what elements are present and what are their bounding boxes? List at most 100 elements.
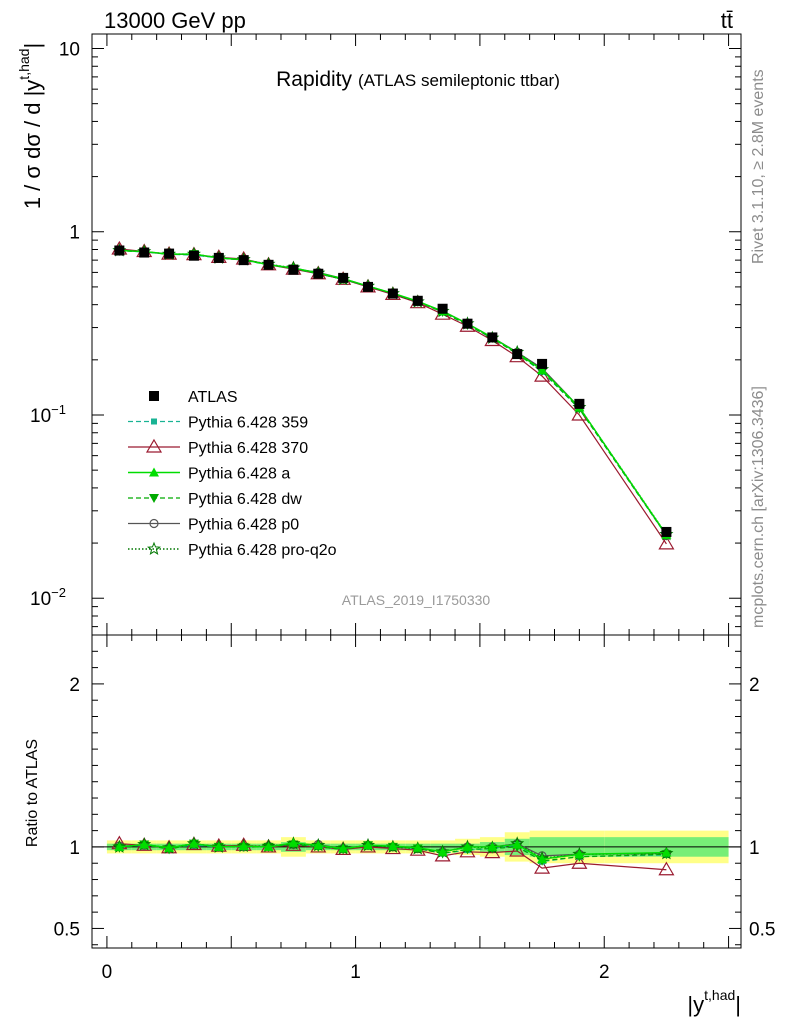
- legend-label-pp0: Pythia 6.428 p0: [188, 517, 299, 534]
- rivet-label: Rivet 3.1.10, ≥ 2.8M events: [750, 69, 767, 264]
- x-axis-label-main: |y: [687, 992, 704, 1017]
- ratio-point-pa: [363, 840, 374, 850]
- y-tick-label: 1: [69, 223, 80, 244]
- ratio-y-tick-label-right: 1: [749, 838, 760, 859]
- mcplots-label: mcplots.cern.ch [arXiv:1306.3436]: [750, 386, 767, 628]
- ratio-y-tick-label-left: 0.5: [54, 919, 80, 940]
- ratio-point-pa: [238, 841, 249, 851]
- main-ylabel-end: |: [20, 43, 45, 49]
- ratio-y-tick-label-left: 1: [69, 838, 80, 859]
- point-atlas: [574, 398, 585, 409]
- legend-marker-p370: [145, 438, 163, 453]
- ratio-point-pa: [387, 841, 398, 851]
- ratio-point-pa: [487, 841, 498, 851]
- ratio-xlabel: |yt,had|: [687, 987, 741, 1017]
- point-atlas: [487, 332, 498, 343]
- ratio-ylabel: Ratio to ATLAS: [24, 739, 41, 847]
- point-atlas: [164, 248, 175, 259]
- chart-subtitle: (ATLAS semileptonic ttbar): [358, 71, 560, 90]
- legend-marker-p359: [151, 418, 157, 425]
- ratio-point-pa: [574, 849, 585, 859]
- point-atlas: [462, 318, 473, 329]
- chart-title: Rapidity: [276, 68, 352, 91]
- main-panel-axes: 10−2 10−1 1 10: [30, 34, 741, 635]
- energy-label: 13000 GeV pp: [104, 8, 246, 33]
- point-atlas: [387, 288, 398, 299]
- legend-label-pdw: Pythia 6.428 dw: [188, 491, 302, 508]
- ratio-line-pa: [119, 842, 667, 860]
- main-ylabel-text: 1 / σ dσ / d |yt,had|: [16, 43, 45, 209]
- x-tick-label: 1: [350, 962, 361, 983]
- legend-label-pq2o: Pythia 6.428 pro-q2o: [188, 542, 337, 559]
- point-atlas: [338, 272, 349, 283]
- point-atlas: [188, 250, 199, 261]
- ratio-panel-marks: [92, 835, 741, 876]
- legend-marker-pp0: [149, 518, 159, 529]
- ratio-point-p370: [509, 842, 526, 857]
- ratio-panel-frame: [91, 634, 742, 949]
- y-tick-exponent: −1: [51, 402, 66, 417]
- point-atlas: [213, 252, 224, 263]
- legend: ATLAS Pythia 6.428 359 Pythia 6.428 370 Pyt…: [128, 389, 337, 559]
- ratio-point-p370: [571, 855, 588, 869]
- ratio-point-pa: [114, 841, 125, 851]
- x-tick-label: 0: [102, 962, 113, 983]
- ratio-point-pa: [437, 846, 448, 856]
- process-label: tt̄: [721, 8, 733, 33]
- plot-id-label: ATLAS_2019_I1750330: [342, 592, 491, 608]
- main-ylabel-main: 1 / σ dσ / d |y: [20, 80, 45, 209]
- x-axis-label: |yt,had|: [687, 987, 741, 1017]
- legend-label-p359: Pythia 6.428 359: [188, 415, 308, 432]
- point-pa: [537, 365, 548, 375]
- point-atlas: [363, 281, 374, 292]
- y-tick-exponent: −2: [51, 585, 66, 600]
- x-tick-label: 2: [599, 962, 610, 983]
- legend-marker-pa: [149, 467, 159, 477]
- ratio-point-pa: [263, 841, 274, 851]
- point-atlas: [412, 295, 423, 306]
- main-ylabel: 1 / σ dσ / d |yt,had|: [16, 43, 45, 209]
- point-atlas: [437, 303, 448, 314]
- y-tick-label: 10: [59, 40, 80, 61]
- main-panel-marks: [111, 240, 675, 550]
- legend-label-p370: Pythia 6.428 370: [188, 440, 308, 457]
- point-atlas: [238, 255, 249, 266]
- point-atlas: [139, 247, 150, 258]
- ratio-point-pa: [288, 837, 299, 847]
- point-p370: [658, 535, 675, 550]
- ratio-line-p359: [119, 843, 667, 863]
- ratio-y-tick-label-left: 2: [69, 675, 80, 696]
- legend-marker-pdw: [149, 494, 159, 503]
- legend-label-pa: Pythia 6.428 a: [188, 466, 290, 483]
- point-atlas: [661, 526, 672, 537]
- ratio-point-pa: [338, 843, 349, 853]
- ratio-point-p370: [534, 859, 551, 874]
- ratio-y-tick-label-right: 2: [749, 675, 760, 696]
- ratio-point-pa: [537, 854, 548, 864]
- ratio-point-pa: [139, 839, 150, 849]
- legend-marker-pq2o: [146, 541, 162, 555]
- ratio-point-pa: [462, 841, 473, 851]
- ratio-point-pa: [213, 841, 224, 851]
- x-axis-label-sup: t,had: [704, 987, 735, 1003]
- ratio-point-pa: [188, 838, 199, 848]
- y-tick-label: 10−2: [30, 585, 66, 610]
- point-atlas: [288, 264, 299, 275]
- legend-marker-atlas: [149, 391, 159, 401]
- point-atlas: [537, 358, 548, 369]
- chart-title-group: Rapidity (ATLAS semileptonic ttbar): [276, 68, 560, 91]
- point-atlas: [313, 268, 324, 279]
- legend-label-atlas: ATLAS: [188, 389, 238, 406]
- ratio-panel-axes: 0.5 0.5 1 1 2 2 0 1 2: [54, 635, 775, 983]
- main-ylabel-sup: t,had: [16, 49, 32, 80]
- ratio-y-tick-label-right: 0.5: [749, 919, 775, 940]
- point-atlas: [512, 349, 523, 360]
- point-atlas: [263, 259, 274, 270]
- ratio-point-pa: [313, 840, 324, 850]
- ratio-point-p370: [658, 861, 675, 876]
- ratio-point-pa: [661, 847, 672, 857]
- x-axis-label-end: |: [735, 992, 741, 1017]
- ratio-point-pa: [512, 839, 523, 849]
- ratio-point-pa: [412, 842, 423, 852]
